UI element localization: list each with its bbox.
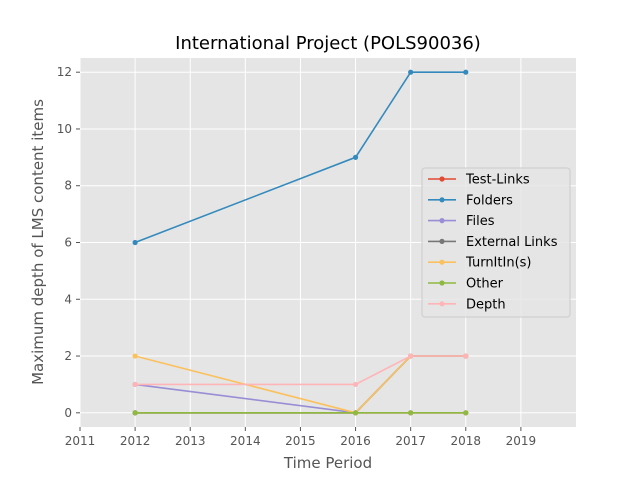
y-tick-label: 6 bbox=[64, 236, 72, 250]
x-tick-label: 2011 bbox=[65, 434, 96, 448]
x-tick-label: 2019 bbox=[506, 434, 537, 448]
y-tick-label: 8 bbox=[64, 179, 72, 193]
legend-marker bbox=[439, 176, 445, 182]
series-depth bbox=[132, 353, 469, 388]
y-tick-label: 12 bbox=[57, 65, 72, 79]
legend-marker bbox=[439, 197, 445, 203]
data-point bbox=[352, 381, 359, 388]
y-tick-label: 4 bbox=[64, 292, 72, 306]
data-point bbox=[463, 410, 469, 416]
series-line bbox=[134, 71, 466, 244]
legend-entry: External Links bbox=[466, 235, 558, 250]
legend-marker bbox=[439, 238, 445, 244]
legend-entry: Folders bbox=[466, 193, 513, 208]
x-axis-label: Time Period bbox=[283, 454, 372, 472]
legend: Test-Links Folders Files External Links Turn… bbox=[421, 167, 571, 318]
x-tick-label: 2014 bbox=[230, 434, 261, 448]
legend-entry: TurnItIn(s) bbox=[465, 256, 531, 271]
data-point bbox=[352, 154, 359, 160]
legend-box bbox=[421, 167, 571, 318]
legend-marker bbox=[439, 218, 445, 224]
y-axis-ticks: 0 2 4 6 8 10 12 bbox=[57, 65, 80, 420]
series-line bbox=[135, 355, 466, 386]
legend-entry: Other bbox=[466, 277, 504, 292]
x-tick-label: 2015 bbox=[285, 434, 316, 448]
data-point bbox=[408, 353, 414, 359]
x-tick-label: 2013 bbox=[175, 434, 206, 448]
y-tick-label: 2 bbox=[64, 349, 72, 363]
legend-entry: Test-Links bbox=[465, 173, 530, 188]
series-lines bbox=[132, 69, 469, 416]
data-point bbox=[132, 381, 138, 388]
series-other bbox=[132, 410, 469, 416]
x-tick-label: 2016 bbox=[340, 434, 371, 448]
y-axis-label: Maximum depth of LMS content items bbox=[29, 99, 47, 385]
chart-title: International Project (POLS90036) bbox=[175, 33, 481, 54]
x-tick-label: 2018 bbox=[451, 434, 482, 448]
data-point bbox=[408, 69, 414, 75]
data-point bbox=[463, 69, 469, 75]
legend-entry: Files bbox=[466, 214, 495, 229]
y-tick-label: 10 bbox=[57, 122, 72, 136]
data-point bbox=[132, 239, 138, 246]
data-point bbox=[132, 353, 138, 359]
x-tick-label: 2012 bbox=[120, 434, 151, 448]
data-point bbox=[408, 410, 414, 416]
legend-marker bbox=[439, 301, 445, 307]
data-point bbox=[463, 353, 469, 359]
data-point bbox=[352, 410, 359, 416]
x-tick-label: 2017 bbox=[395, 434, 426, 448]
series-folders bbox=[132, 69, 469, 246]
x-axis-ticks: 2011 2012 2013 2014 2015 2016 2017 2018 2019 bbox=[65, 427, 536, 448]
legend-marker bbox=[439, 259, 445, 265]
legend-marker bbox=[439, 280, 445, 286]
y-tick-label: 0 bbox=[64, 406, 72, 420]
legend-entry: Depth bbox=[466, 297, 506, 312]
data-point bbox=[132, 410, 138, 416]
